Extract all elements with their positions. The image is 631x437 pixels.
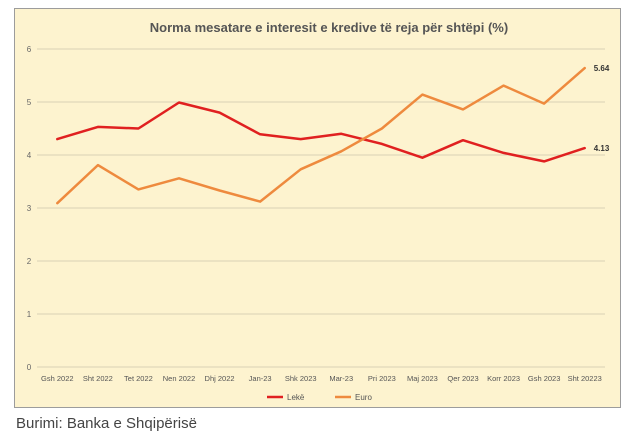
- x-tick-label: Mar-23: [329, 374, 353, 383]
- x-tick-label: Sht 20223: [568, 374, 602, 383]
- x-tick-label: Maj 2023: [407, 374, 438, 383]
- x-tick-label: Gsh 2023: [528, 374, 561, 383]
- y-tick-label: 5: [27, 98, 32, 107]
- source-note: Burimi: Banka e Shqipërisë: [16, 415, 197, 432]
- data-label: 4.13: [594, 144, 610, 153]
- x-tick-label: Shk 2023: [285, 374, 317, 383]
- y-tick-label: 4: [27, 151, 32, 160]
- y-tick-label: 6: [27, 45, 32, 54]
- x-tick-label: Jan-23: [249, 374, 272, 383]
- chart-frame: Norma mesatare e interesit e kredive të …: [14, 8, 621, 408]
- series-line-euro: [56, 66, 586, 205]
- x-tick-label: Nen 2022: [163, 374, 196, 383]
- data-label: 5.64: [594, 64, 610, 73]
- y-tick-label: 1: [27, 310, 32, 319]
- y-tick-label: 3: [27, 204, 32, 213]
- x-tick-label: Gsh 2022: [41, 374, 74, 383]
- series-line-leke: [56, 101, 586, 163]
- line-chart: Norma mesatare e interesit e kredive të …: [27, 20, 610, 402]
- chart-title: Norma mesatare e interesit e kredive të …: [150, 20, 508, 35]
- x-tick-label: Sht 2022: [83, 374, 113, 383]
- x-tick-label: Pri 2023: [368, 374, 396, 383]
- x-tick-label: Qer 2023: [447, 374, 478, 383]
- y-tick-label: 0: [27, 363, 32, 372]
- x-tick-label: Tet 2022: [124, 374, 153, 383]
- x-tick-label: Korr 2023: [487, 374, 520, 383]
- legend-label: Euro: [355, 393, 372, 402]
- x-tick-label: Dhj 2022: [205, 374, 235, 383]
- y-tick-label: 2: [27, 257, 32, 266]
- legend-label: Lekë: [287, 393, 305, 402]
